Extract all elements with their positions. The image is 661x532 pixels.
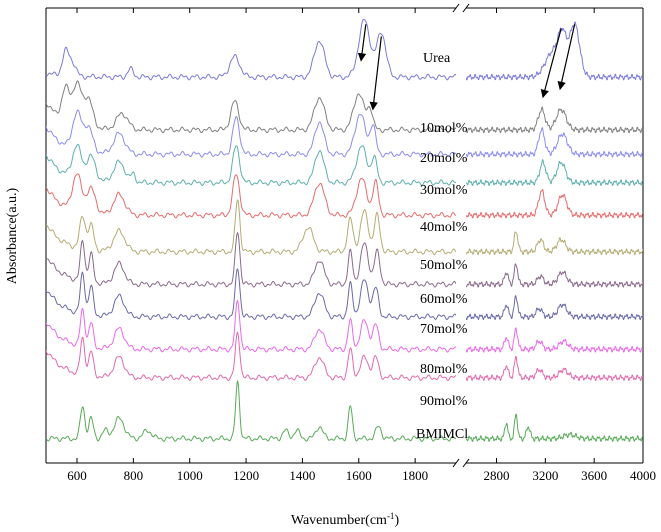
series-line-80mol--high: [466, 327, 643, 353]
series-line-20mol--high: [466, 127, 643, 158]
series-line-30mol--low: [46, 143, 456, 186]
series-20mol-: [46, 109, 643, 158]
series-line-50mol--high: [466, 231, 643, 256]
series-label-60mol-: 60mol%: [420, 292, 468, 307]
series-10mol-: [46, 80, 643, 134]
series-label-80mol-: 80mol%: [420, 362, 468, 377]
series-label-bmimcl: BMIMCl: [416, 427, 468, 442]
x-axis-title-sup: -1: [387, 511, 395, 521]
series-labels: Urea 10mol% 20mol% 30mol% 40mol% 50mol% 60mol%…: [416, 51, 468, 442]
series-line-70mol--low: [46, 268, 456, 321]
axis-break-mark-top-2: [462, 3, 470, 13]
series-line-10mol--high: [466, 106, 643, 134]
series-label-90mol-: 90mol%: [420, 394, 468, 409]
x-ticks: 600 800 1000 1200 1400 1600 1800 2800 3200 3600 40…: [67, 8, 656, 483]
series-line-bmimcl-high: [466, 413, 643, 442]
series-60mol-: [46, 232, 643, 288]
series-line-40mol--low: [46, 173, 456, 219]
x-tick-label: 4000: [630, 468, 656, 483]
series-layer: [46, 18, 643, 442]
x-tick-label: 1400: [289, 468, 315, 483]
x-axis-title-close: ): [394, 513, 399, 528]
annotation-arrow-2: [369, 36, 382, 111]
series-line-bmimcl-low: [46, 380, 456, 442]
plot-frame: [45, 3, 644, 468]
series-urea: [46, 18, 643, 81]
series-label-40mol-: 40mol%: [420, 220, 468, 235]
series-label-70mol-: 70mol%: [420, 322, 468, 337]
series-label-20mol-: 20mol%: [420, 151, 468, 166]
series-line-70mol--high: [466, 295, 643, 321]
series-70mol-: [46, 268, 643, 321]
x-tick-label: 1800: [402, 468, 428, 483]
x-tick-label: 1600: [346, 468, 372, 483]
series-line-40mol--high: [466, 189, 643, 219]
series-label-50mol-: 50mol%: [420, 258, 468, 273]
series-line-90mol--high: [466, 355, 643, 381]
x-axis-title-main: Wavenumber(cm: [291, 513, 387, 528]
annotation-arrow-3: [540, 28, 562, 99]
x-tick-label: 1200: [233, 468, 259, 483]
axis-break-mark-top: [452, 3, 460, 13]
series-line-60mol--low: [46, 232, 456, 288]
series-label-urea: Urea: [423, 51, 451, 66]
series-line-50mol--low: [46, 199, 456, 256]
series-line-20mol--low: [46, 109, 456, 158]
series-30mol-: [46, 143, 643, 186]
x-tick-label: 600: [67, 468, 87, 483]
series-40mol-: [46, 173, 643, 219]
series-line-urea-low: [46, 18, 456, 81]
x-axis-title: Wavenumber(cm-1): [291, 511, 400, 528]
x-tick-label: 1000: [177, 468, 203, 483]
series-bmimcl: [46, 380, 643, 442]
x-tick-label: 800: [124, 468, 144, 483]
series-line-60mol--high: [466, 263, 643, 288]
x-tick-label: 3600: [581, 468, 607, 483]
axis-break-mark-bottom-2: [462, 458, 470, 468]
annotation-arrow-4: [557, 24, 576, 91]
series-line-30mol--high: [466, 159, 643, 186]
y-axis-title: Absorbance(a.u.): [5, 187, 20, 284]
series-line-80mol--low: [46, 300, 456, 353]
series-line-90mol--low: [46, 331, 456, 381]
series-80mol-: [46, 300, 643, 353]
series-line-10mol--low: [46, 80, 456, 134]
series-90mol-: [46, 331, 643, 381]
x-tick-label: 2800: [484, 468, 510, 483]
series-label-30mol-: 30mol%: [420, 183, 468, 198]
series-line-urea-high: [466, 21, 643, 81]
series-50mol-: [46, 199, 643, 256]
annotation-arrow-1: [357, 24, 367, 62]
series-label-10mol-: 10mol%: [420, 121, 468, 136]
axis-break-mark-bottom: [452, 458, 460, 468]
x-tick-label: 3200: [532, 468, 558, 483]
annotation-arrows: [357, 24, 576, 111]
